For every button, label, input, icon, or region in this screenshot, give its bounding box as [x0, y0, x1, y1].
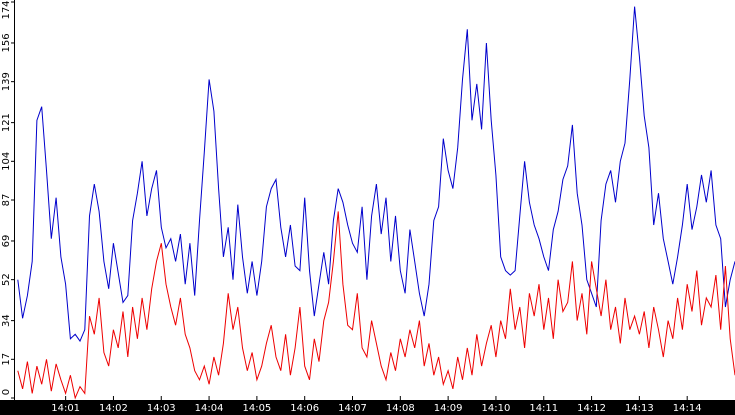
series-line [17, 211, 735, 400]
x-tick-label: 14:05 [242, 403, 271, 414]
x-tick-label: 14:13 [625, 403, 654, 414]
y-tick-label: 34 [1, 314, 12, 327]
x-tick-label: 14:01 [51, 403, 80, 414]
x-tick-label: 14:06 [290, 403, 319, 414]
x-tick-label: 14:12 [577, 403, 606, 414]
series-line [17, 6, 735, 343]
x-tick-label: 14:11 [529, 403, 558, 414]
x-tick-label: 14:03 [147, 403, 176, 414]
x-tick-label: 14:09 [434, 403, 463, 414]
x-tick-label: 14:10 [482, 403, 511, 414]
y-tick-label: 104 [1, 152, 12, 171]
y-tick-label: 156 [1, 33, 12, 52]
x-tick-label: 14:08 [386, 403, 415, 414]
x-tick-label: 14:02 [99, 403, 128, 414]
x-tick-label: 14:04 [195, 403, 224, 414]
x-tick-label: 14:14 [673, 403, 702, 414]
y-tick-label: 87 [1, 194, 12, 207]
y-tick-label: 139 [1, 72, 12, 91]
y-tick-label: 0 [1, 389, 12, 395]
y-tick-label: 52 [1, 273, 12, 286]
x-tick-label: 14:07 [338, 403, 367, 414]
y-tick-label: 174 [1, 0, 12, 19]
x-axis-bar [0, 400, 735, 415]
y-tick-label: 17 [1, 353, 12, 366]
y-tick-label: 121 [1, 113, 12, 132]
y-tick-label: 69 [1, 235, 12, 248]
